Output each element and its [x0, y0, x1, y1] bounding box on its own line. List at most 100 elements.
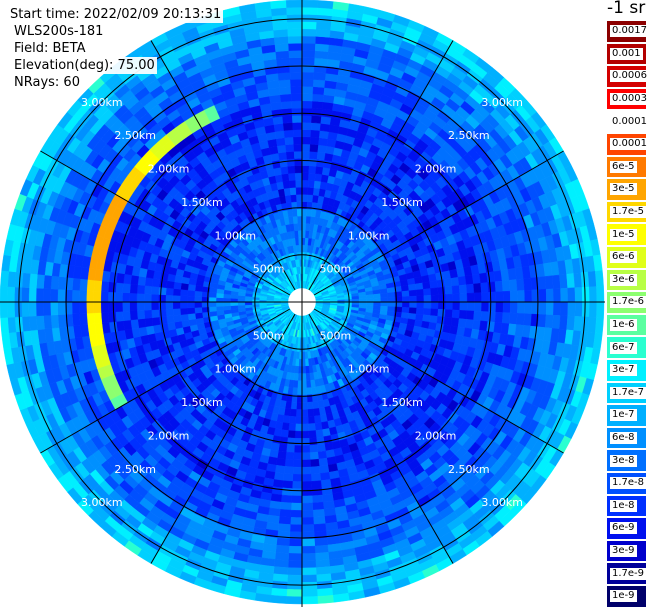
colorbar-label: 3e-5: [610, 183, 637, 196]
beta-gate: [553, 301, 562, 316]
beta-gate: [494, 311, 504, 324]
beta-gate: [307, 408, 315, 417]
beta-gate: [298, 237, 303, 246]
colorbar-step: 1.7e-6: [606, 291, 647, 314]
beta-gate: [306, 387, 312, 396]
beta-gate: [285, 596, 303, 605]
beta-gate: [523, 313, 532, 327]
beta-gate: [301, 481, 312, 490]
beta-gate: [312, 86, 325, 95]
beta-gate: [288, 172, 296, 181]
beta-gate: [50, 301, 59, 316]
beta-gate: [21, 316, 31, 332]
beta-gate: [215, 301, 224, 307]
colorbar-label: 3e-6: [610, 273, 637, 286]
beta-gate: [57, 288, 66, 303]
beta-gate: [137, 318, 147, 329]
beta-gate: [309, 144, 319, 153]
beta-gate: [295, 172, 303, 181]
beta-gate: [272, 479, 284, 488]
beta-gate: [222, 301, 231, 307]
beta-gate: [194, 301, 202, 308]
beta-gate: [130, 319, 140, 330]
beta-gate: [86, 290, 95, 303]
beta-gate: [279, 86, 292, 95]
beta-gate: [209, 310, 218, 317]
beta-gate: [509, 312, 518, 325]
beta-gate: [151, 286, 160, 295]
range-ring-label: 1.00km: [348, 229, 390, 242]
field-name: Field: BETA: [12, 40, 88, 57]
beta-gate: [295, 179, 303, 188]
beta-gate: [179, 295, 188, 303]
beta-gate: [430, 308, 439, 317]
beta-gate: [42, 288, 51, 303]
beta-gate: [287, 28, 303, 37]
beta-gate: [301, 567, 317, 576]
beta-gate: [287, 430, 296, 439]
beta-gate: [509, 279, 518, 292]
beta-gate: [301, 581, 318, 590]
beta-gate: [358, 295, 367, 300]
beta-gate: [488, 291, 497, 303]
beta-gate: [423, 295, 432, 303]
colorbar-label: 6e-6: [610, 251, 637, 264]
beta-gate: [173, 314, 182, 323]
beta-gate: [286, 158, 296, 167]
beta-gate: [566, 273, 576, 289]
beta-gate: [237, 301, 246, 306]
range-ring-label: 1.00km: [215, 229, 257, 242]
beta-gate: [288, 545, 303, 554]
beta-gate: [307, 187, 315, 196]
beta-gate: [287, 560, 303, 569]
beta-gate: [301, 93, 314, 102]
beta-gate: [294, 165, 303, 174]
beta-gate: [495, 291, 504, 303]
beta-gate: [43, 274, 52, 290]
beta-gate: [317, 144, 327, 154]
beta-gate: [284, 194, 292, 204]
beta-gate: [122, 301, 131, 312]
beta-gate: [230, 298, 238, 303]
beta-gate: [114, 301, 123, 312]
beta-gate: [222, 297, 231, 303]
beta-gate: [129, 310, 138, 321]
colorbar-step: 0.0017: [606, 20, 647, 43]
beta-gate: [307, 415, 315, 425]
beta-gate: [290, 502, 303, 511]
range-ring-label: 3.00km: [481, 96, 523, 109]
beta-gate: [0, 270, 10, 287]
colorbar-label: 3e-7: [610, 364, 637, 377]
beta-gate: [495, 301, 504, 313]
beta-gate: [294, 158, 303, 167]
beta-gate: [275, 50, 290, 60]
beta-gate: [421, 274, 430, 284]
beta-gate: [28, 273, 38, 289]
beta-gate: [166, 280, 175, 289]
beta-gate: [287, 209, 294, 218]
beta-gate: [301, 86, 314, 95]
beta-gate: [301, 6, 318, 16]
beta-gate: [581, 286, 590, 303]
beta-gate: [187, 289, 196, 297]
beta-gate: [297, 222, 303, 231]
beta-gate: [301, 215, 307, 224]
beta-gate: [304, 358, 309, 367]
beta-gate: [295, 423, 303, 432]
beta-gate: [301, 366, 306, 374]
beta-gate: [274, 43, 290, 52]
beta-gate: [301, 21, 317, 30]
beta-gate: [301, 100, 313, 109]
beta-gate: [400, 284, 410, 292]
beta-gate: [544, 314, 554, 329]
beta-gate: [79, 278, 88, 291]
beta-gate: [296, 387, 303, 396]
colorbar-label: 0.00017: [610, 115, 647, 128]
range-ring-label: 1.00km: [348, 363, 390, 376]
colorbar-label: 0.0006: [610, 70, 647, 83]
colorbar-label: 0.0017: [610, 25, 647, 38]
beta-gate: [319, 464, 330, 474]
beta-gate: [480, 311, 489, 322]
beta-gate: [320, 421, 330, 430]
colorbar-label: 1e-7: [610, 409, 637, 422]
